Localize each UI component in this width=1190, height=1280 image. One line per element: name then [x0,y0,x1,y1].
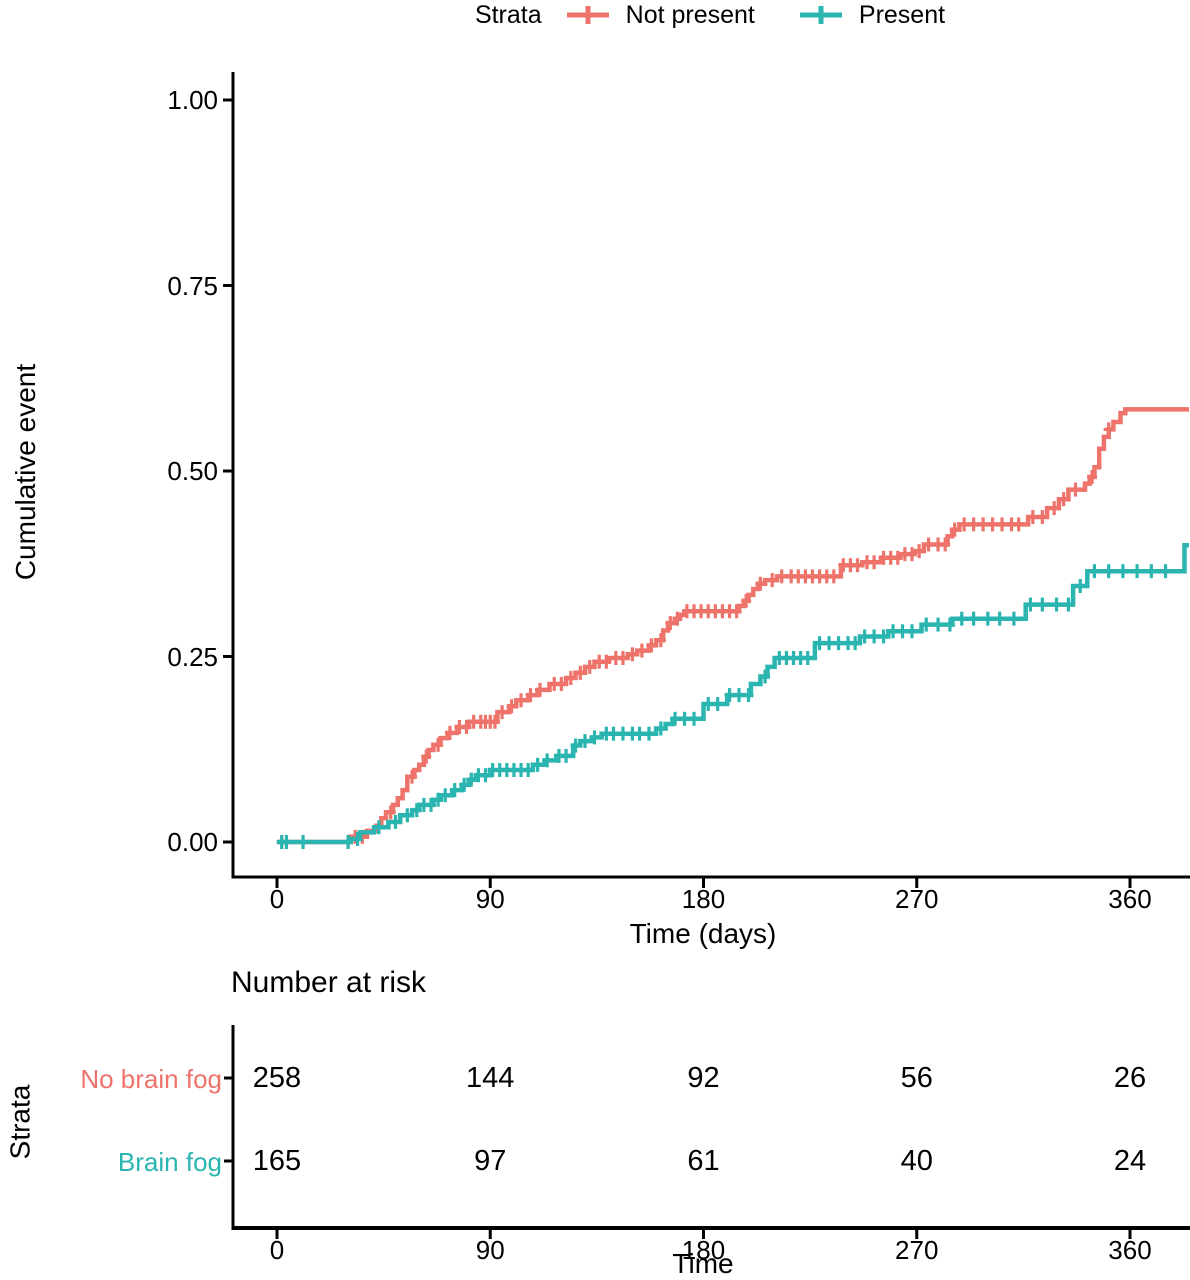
risk-x-tick-label: 90 [475,1235,505,1265]
y-tick-label: 0.25 [167,641,218,672]
x-tick-label: 270 [895,884,939,914]
risk-x-tick-label: 0 [269,1235,285,1265]
legend-label-not-present: Not present [625,0,755,29]
risk-value: 144 [466,1062,515,1094]
legend: Strata Not present Present [230,0,1190,30]
x-tick-label: 0 [269,884,285,914]
y-tick-label: 0.75 [167,270,218,301]
risk-value: 97 [474,1145,507,1177]
risk-value: 92 [687,1062,720,1094]
risk-x-tick-label: 180 [681,1235,726,1265]
risk-value: 24 [1113,1145,1147,1177]
y-tick-label: 0.50 [167,456,218,486]
risk-time-axis-label: Time [672,1248,734,1279]
legend-title: Strata [474,0,542,29]
risk-value: 26 [1113,1062,1147,1094]
risk-value: 56 [900,1062,933,1094]
y-tick-label: 0.00 [167,827,218,857]
censor-marks-not-present [276,422,1114,849]
x-tick-label: 90 [475,884,505,914]
risk-row-label-no-brain-fog: No brain fog [80,1064,222,1094]
risk-value: 165 [252,1145,302,1177]
risk-value: 40 [900,1145,933,1177]
risk-x-tick-label: 360 [1108,1235,1152,1265]
legend-key-present-icon [799,6,842,24]
x-tick-label: 360 [1108,884,1152,914]
risk-value: 258 [252,1062,302,1094]
risk-row-label-brain-fog: Brain fog [117,1147,222,1177]
legend-key-not-present-icon [566,6,609,24]
risk-value: 61 [687,1145,720,1177]
censor-marks-present [276,564,1171,849]
x-tick-label: 180 [681,884,726,914]
risk-x-tick-label: 270 [895,1235,939,1265]
legend-label-present: Present [858,0,946,29]
x-axis-title: Time (days) [629,918,777,949]
y-axis-title: Cumulative event [10,363,41,581]
y-tick-label: 1.00 [167,85,218,115]
risk-table-title: Number at risk [231,966,427,999]
